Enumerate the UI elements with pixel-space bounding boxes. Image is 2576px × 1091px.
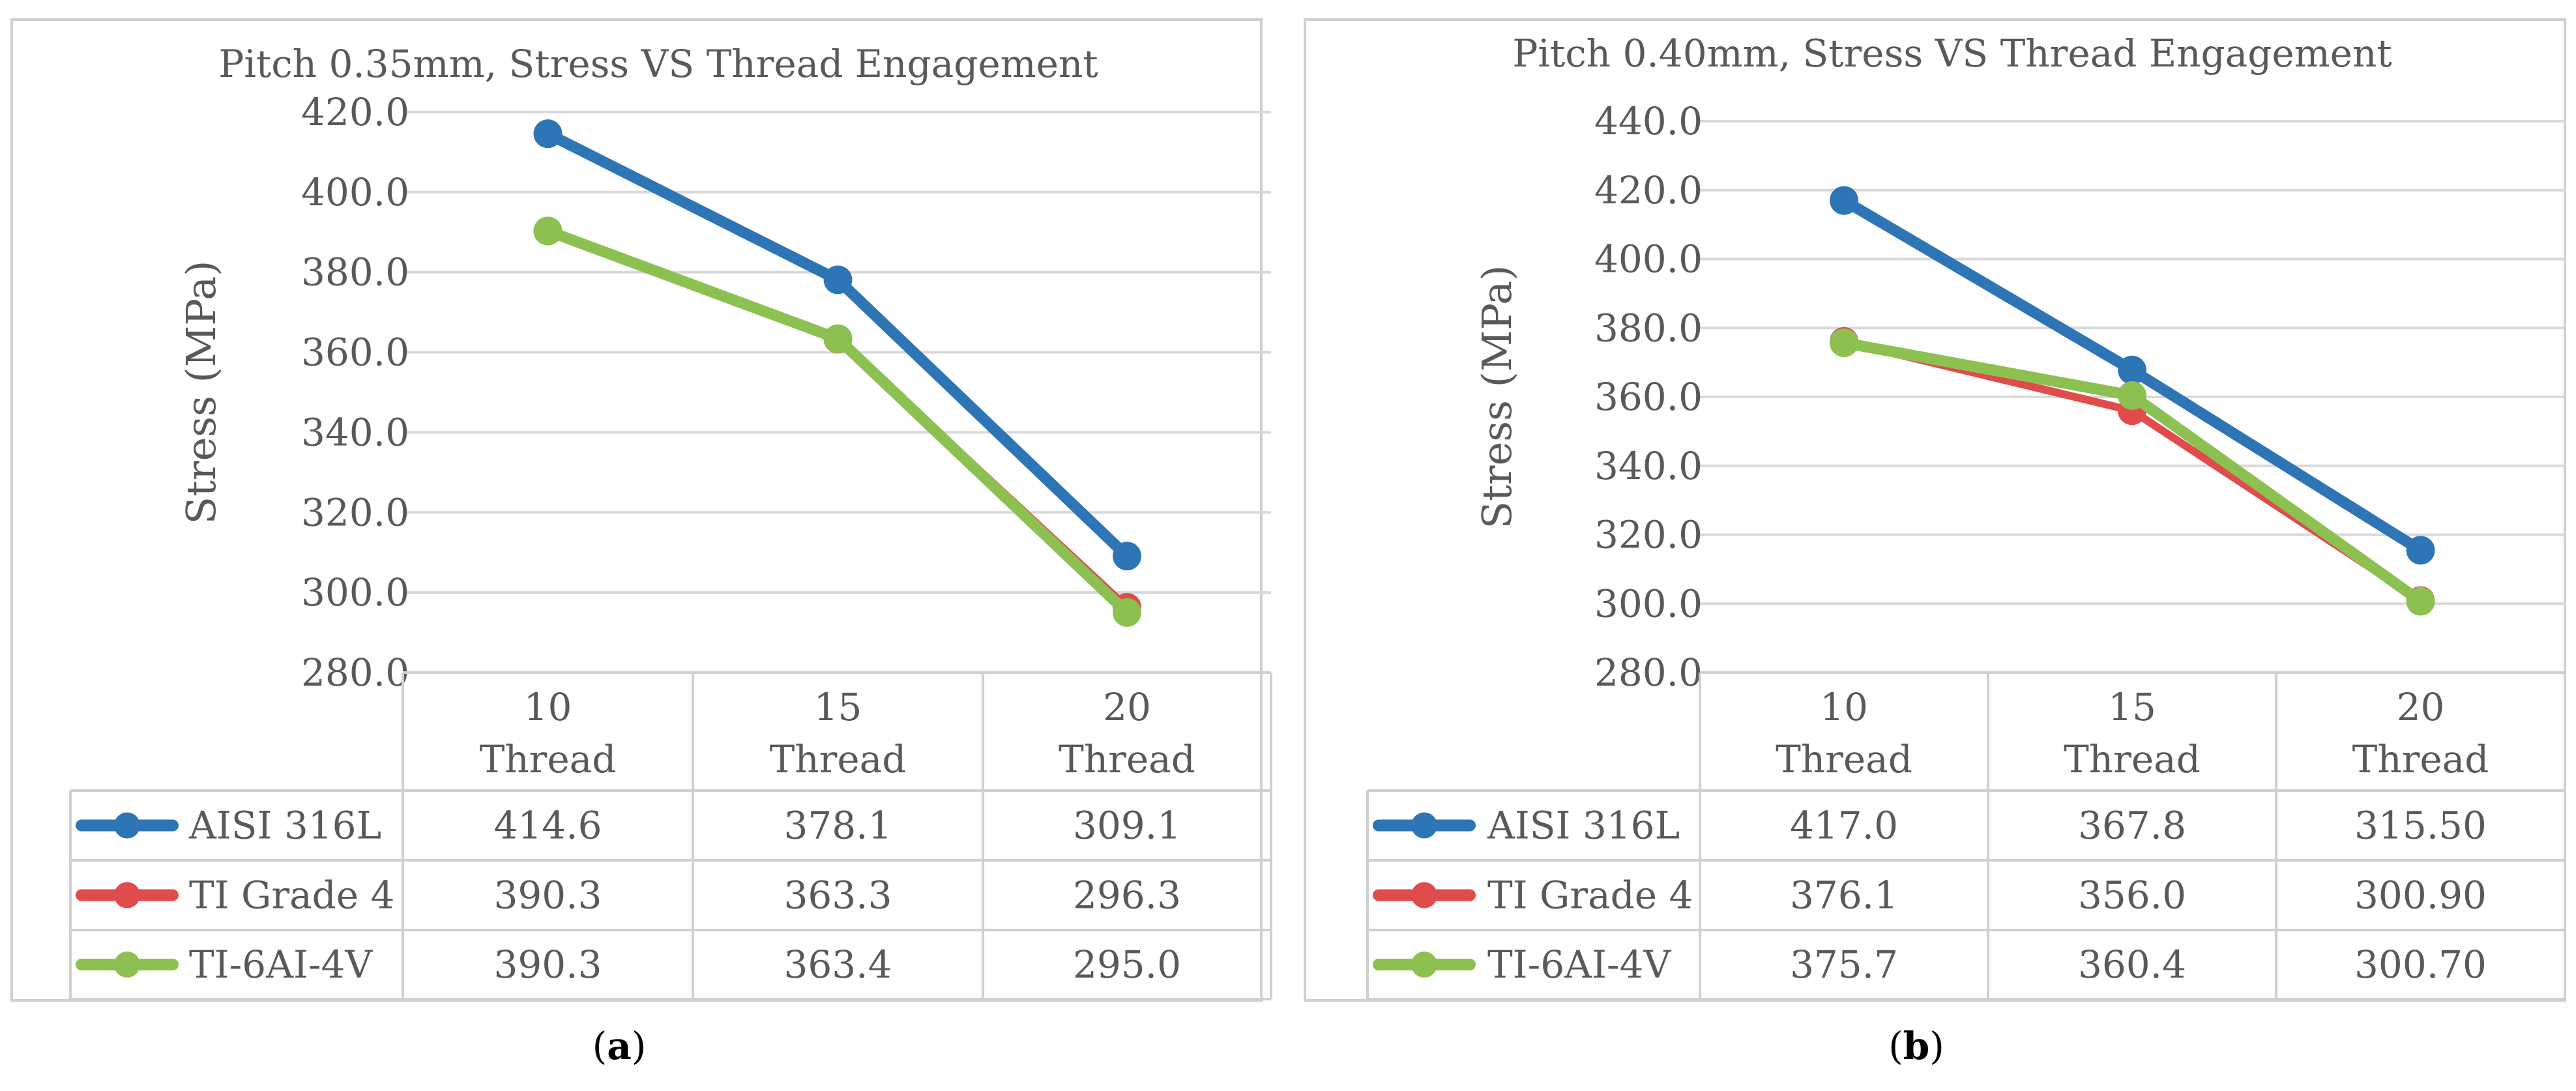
y-tick-label: 400.0 [1594, 237, 1703, 282]
x-tick-label: 20 [1103, 685, 1151, 729]
y-tick-label: 420.0 [1594, 168, 1703, 212]
table-value: 300.90 [2354, 873, 2487, 918]
data-point [2118, 355, 2146, 385]
data-point [2118, 381, 2146, 410]
chart-title: Pitch 0.35mm, Stress VS Thread Engagemen… [218, 42, 1098, 86]
y-tick-label: 320.0 [301, 490, 409, 534]
y-tick-label: 280.0 [301, 650, 409, 695]
data-point [1113, 542, 1141, 571]
table-value: 376.1 [1790, 873, 1898, 918]
x-tick-label: 15 [814, 685, 862, 729]
data-point [533, 119, 563, 149]
x-tick-label: Thread [1776, 737, 1912, 781]
data-point [1830, 328, 1858, 357]
x-tick-label: Thread [480, 737, 617, 781]
legend-marker [114, 882, 140, 909]
table-value: 363.4 [783, 942, 892, 987]
legend-label: TI Grade 4 [189, 873, 394, 918]
table-value: 367.8 [2078, 804, 2186, 848]
table-value: 390.3 [493, 942, 602, 987]
x-tick-label: 15 [2108, 685, 2156, 729]
table-value: 296.3 [1073, 873, 1181, 918]
data-point [1830, 186, 1858, 215]
caption-letter: a [607, 1024, 632, 1068]
y-tick-label: 360.0 [301, 330, 409, 375]
caption-close: ) [632, 1024, 647, 1068]
legend-marker [1411, 952, 1437, 978]
legend-marker [114, 952, 140, 978]
legend-marker [114, 812, 140, 839]
table-value: 378.1 [783, 804, 892, 848]
y-tick-label: 400.0 [301, 170, 409, 214]
legend-label: TI-6AI-4V [189, 942, 373, 987]
table-value: 315.50 [2354, 804, 2487, 848]
y-tick-label: 300.0 [301, 570, 409, 615]
caption-open: ( [593, 1024, 607, 1068]
caption-open: ( [1888, 1024, 1903, 1068]
legend-label: TI-6AI-4V [1487, 942, 1671, 987]
figure-caption: (b) [1888, 1024, 1944, 1068]
chart-a: Pitch 0.35mm, Stress VS Thread Engagemen… [10, 18, 1272, 1068]
y-tick-label: 340.0 [1594, 444, 1703, 488]
y-axis-label: Stress (MPa) [1473, 265, 1521, 529]
data-point [2406, 536, 2435, 565]
legend-label: AISI 316L [188, 804, 381, 848]
legend-marker [1411, 882, 1437, 909]
table-value: 363.3 [783, 873, 892, 918]
x-tick-label: 20 [2397, 685, 2445, 729]
x-tick-label: Thread [770, 737, 907, 781]
chart-title: Pitch 0.40mm, Stress VS Thread Engagemen… [1512, 31, 2392, 76]
table-value: 309.1 [1073, 804, 1181, 848]
x-tick-label: Thread [2064, 737, 2201, 781]
chart-b: Pitch 0.40mm, Stress VS Thread Engagemen… [1304, 18, 2566, 1068]
table-value: 360.4 [2078, 942, 2186, 987]
legend-marker [1411, 812, 1437, 839]
data-point [2406, 587, 2435, 616]
x-tick-label: Thread [2352, 737, 2489, 781]
table-value: 417.0 [1790, 804, 1898, 848]
data-point [1113, 598, 1141, 627]
legend-label: TI Grade 4 [1487, 873, 1693, 918]
x-tick-label: Thread [1059, 737, 1195, 781]
caption-letter: b [1903, 1024, 1930, 1068]
y-tick-label: 340.0 [301, 410, 409, 454]
table-value: 390.3 [493, 873, 602, 918]
y-tick-label: 380.0 [1594, 306, 1703, 350]
data-point [823, 265, 853, 295]
caption-close: ) [1929, 1024, 1944, 1068]
y-axis-label: Stress (MPa) [177, 261, 225, 525]
y-tick-label: 300.0 [1594, 581, 1703, 626]
y-tick-label: 440.0 [1594, 99, 1703, 143]
x-tick-label: 10 [524, 685, 572, 729]
legend-label: AISI 316L [1487, 804, 1680, 848]
table-value: 300.70 [2354, 942, 2487, 987]
table-value: 375.7 [1790, 942, 1898, 987]
table-value: 414.6 [493, 804, 602, 848]
x-tick-label: 10 [1820, 685, 1868, 729]
y-tick-label: 320.0 [1594, 513, 1703, 557]
y-tick-label: 360.0 [1594, 375, 1703, 419]
data-point [533, 216, 563, 246]
data-point [823, 324, 853, 353]
y-tick-label: 280.0 [1594, 650, 1703, 695]
y-tick-label: 380.0 [301, 250, 409, 295]
figure-caption: (a) [593, 1024, 647, 1068]
y-tick-label: 420.0 [301, 90, 409, 134]
table-value: 356.0 [2078, 873, 2186, 918]
table-value: 295.0 [1073, 942, 1181, 987]
